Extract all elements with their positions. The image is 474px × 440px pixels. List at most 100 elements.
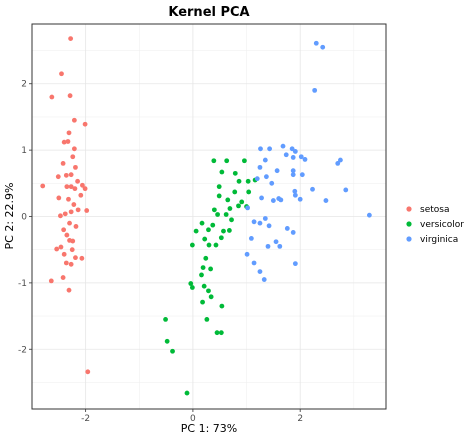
point-setosa (73, 255, 78, 261)
point-setosa (75, 178, 80, 184)
point-setosa (73, 164, 78, 170)
point-setosa (58, 213, 63, 219)
point-setosa (68, 184, 74, 190)
point-setosa (55, 174, 61, 180)
point-virginica (280, 143, 286, 149)
point-virginica (269, 180, 275, 186)
point-virginica (244, 251, 250, 257)
point-virginica (289, 146, 295, 152)
x-tick-label: 0 (190, 414, 196, 424)
point-setosa (66, 130, 72, 136)
point-setosa (67, 93, 73, 99)
point-virginica (335, 160, 341, 166)
point-versicolor (236, 203, 241, 209)
point-versicolor (221, 228, 226, 234)
point-versicolor (208, 294, 214, 300)
point-versicolor (211, 158, 217, 164)
y-tick-label: 2 (21, 80, 27, 90)
point-virginica (258, 146, 263, 152)
legend-label-virginica: virginica (420, 235, 458, 245)
point-versicolor (246, 189, 252, 195)
point-setosa (54, 246, 60, 252)
point-setosa (68, 209, 74, 215)
point-virginica (343, 187, 349, 193)
point-versicolor (211, 207, 217, 213)
point-setosa (72, 186, 78, 192)
point-setosa (78, 192, 84, 198)
legend-label-setosa: setosa (420, 205, 449, 215)
point-virginica (257, 220, 263, 226)
point-versicolor (236, 178, 242, 184)
point-versicolor (201, 283, 207, 289)
point-virginica (292, 188, 298, 194)
point-setosa (85, 369, 91, 375)
point-versicolor (214, 330, 220, 336)
point-setosa (70, 154, 76, 160)
point-setosa (80, 182, 85, 188)
point-versicolor (224, 158, 230, 164)
point-setosa (61, 251, 67, 257)
point-versicolor (232, 189, 238, 195)
point-versicolor (188, 281, 194, 286)
point-virginica (310, 186, 315, 192)
point-setosa (67, 237, 72, 243)
point-virginica (262, 216, 268, 221)
point-virginica (297, 196, 303, 202)
y-tick-label: -2 (18, 345, 27, 355)
point-setosa (79, 255, 85, 261)
point-versicolor (223, 212, 229, 217)
axes: -2 0 2 -2 -1 0 1 2 (18, 23, 387, 424)
point-setosa (59, 71, 64, 77)
point-versicolor (206, 227, 211, 233)
point-setosa (71, 117, 77, 123)
point-setosa (63, 172, 69, 178)
point-setosa (69, 247, 75, 253)
point-virginica (259, 195, 264, 201)
point-versicolor (219, 303, 225, 309)
point-setosa (56, 195, 62, 201)
point-virginica (290, 230, 296, 235)
point-virginica (299, 172, 305, 178)
point-virginica (284, 226, 290, 231)
point-virginica (274, 168, 280, 174)
point-versicolor (184, 390, 190, 396)
point-versicolor (189, 242, 195, 248)
point-virginica (267, 146, 273, 152)
point-setosa (61, 139, 67, 145)
point-setosa (58, 244, 64, 250)
point-virginica (254, 176, 260, 182)
chart-title: Kernel PCA (168, 5, 249, 20)
point-setosa (60, 160, 66, 166)
point-virginica (313, 40, 319, 46)
point-versicolor (208, 266, 214, 272)
point-virginica (270, 198, 276, 203)
point-setosa (66, 287, 72, 293)
point-versicolor (206, 288, 211, 294)
point-versicolor (199, 272, 204, 278)
point-virginica (290, 168, 296, 174)
y-tick-label: 1 (21, 146, 27, 156)
point-setosa (68, 261, 74, 267)
point-versicolor (219, 169, 225, 175)
point-setosa (40, 183, 46, 189)
x-tick-label: 2 (297, 414, 303, 424)
point-virginica (290, 172, 296, 178)
point-versicolor (226, 228, 232, 233)
point-virginica (290, 155, 296, 160)
point-versicolor (170, 348, 175, 354)
legend-key-setosa (406, 206, 412, 212)
point-setosa (68, 172, 74, 178)
point-virginica (266, 223, 272, 229)
point-versicolor (213, 242, 219, 248)
point-setosa (68, 36, 74, 42)
point-virginica (265, 243, 271, 249)
point-setosa (65, 139, 71, 144)
point-versicolor (204, 316, 210, 322)
point-virginica (248, 236, 254, 241)
point-virginica (323, 198, 329, 203)
point-versicolor (193, 228, 199, 234)
point-setosa (64, 232, 70, 238)
point-setosa (82, 121, 88, 127)
point-setosa (75, 207, 81, 213)
